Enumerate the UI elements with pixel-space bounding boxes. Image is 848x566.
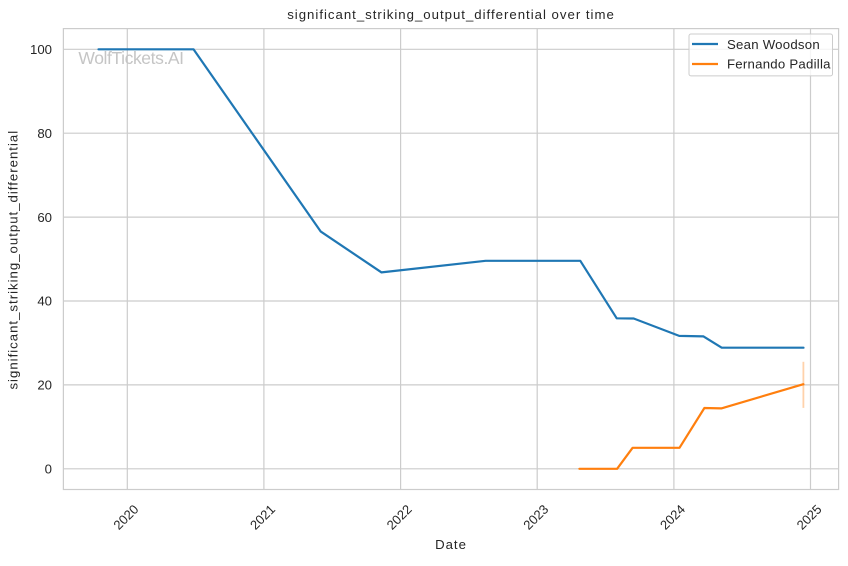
svg-text:significant_striking_output_di: significant_striking_output_differential (6, 130, 21, 390)
svg-text:0: 0 (45, 462, 52, 477)
svg-text:significant_striking_output_di: significant_striking_output_differential… (287, 7, 615, 22)
svg-text:WolfTickets.AI: WolfTickets.AI (78, 48, 183, 68)
svg-text:60: 60 (37, 210, 52, 225)
svg-text:40: 40 (37, 294, 52, 309)
svg-text:Date: Date (435, 537, 467, 552)
svg-text:20: 20 (37, 378, 52, 393)
svg-text:Sean Woodson: Sean Woodson (727, 37, 820, 52)
svg-text:100: 100 (30, 42, 52, 57)
svg-text:80: 80 (37, 126, 52, 141)
svg-text:Fernando Padilla: Fernando Padilla (727, 57, 831, 72)
